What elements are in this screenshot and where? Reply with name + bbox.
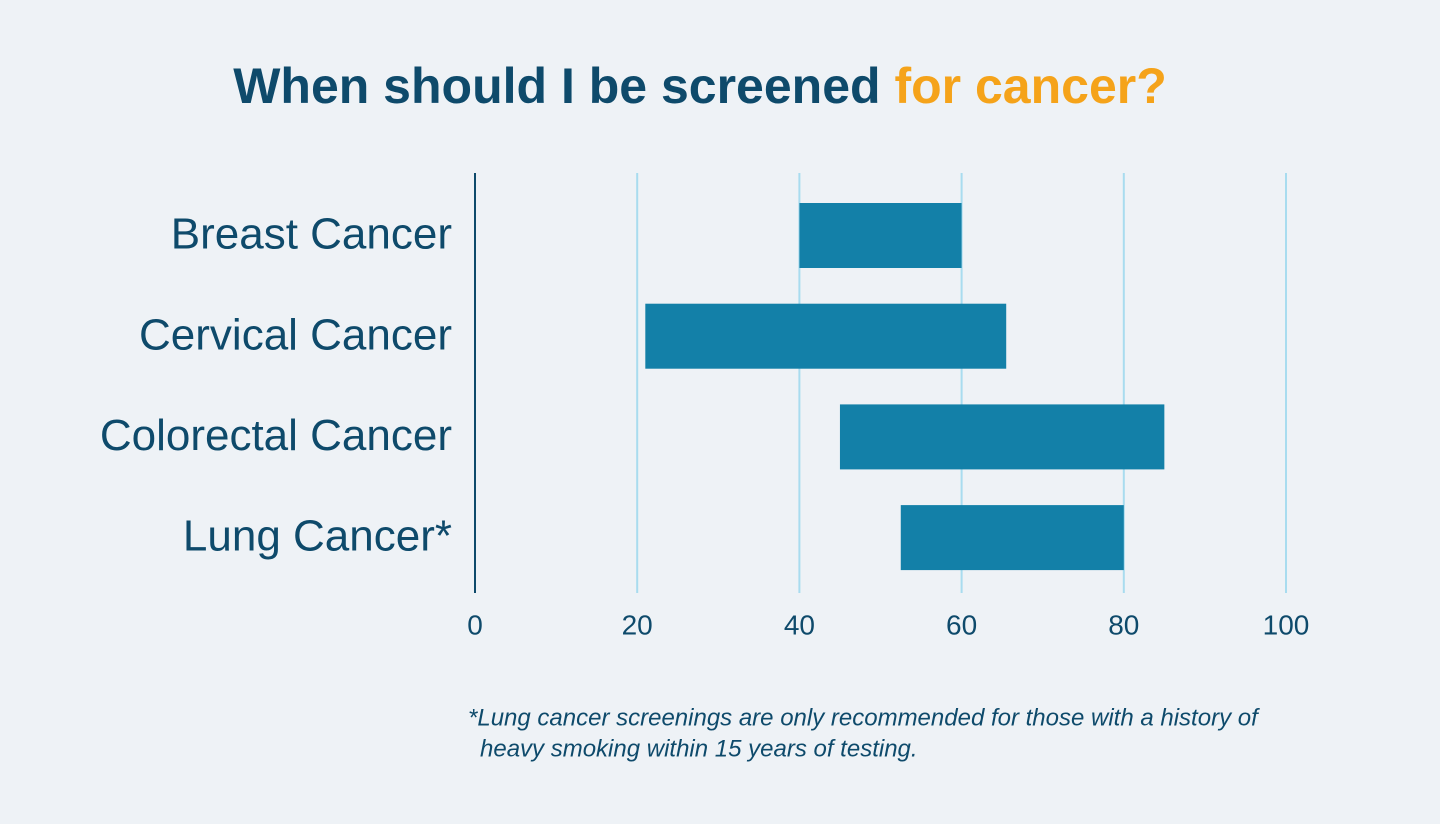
y-tick-label: Breast Cancer <box>171 210 452 259</box>
title-text: When should I be screened <box>233 58 880 114</box>
x-tick-label: 40 <box>784 609 815 640</box>
x-tick-label: 80 <box>1108 609 1139 640</box>
x-tick-label: 20 <box>622 609 653 640</box>
chart-title: When should I be screened for cancer? <box>233 58 1167 114</box>
y-tick-label: Cervical Cancer <box>139 310 452 359</box>
bar <box>839 404 1165 470</box>
bar <box>900 505 1124 571</box>
bar <box>645 303 1007 369</box>
y-tick-label: Colorectal Cancer <box>100 411 452 460</box>
x-tick-label: 0 <box>467 609 483 640</box>
footnote: heavy smoking within 15 years of testing… <box>480 735 918 762</box>
x-tick-label: 60 <box>946 609 977 640</box>
x-tick-label: 100 <box>1263 609 1310 640</box>
bar <box>799 203 962 268</box>
y-tick-label: Lung Cancer* <box>183 512 452 561</box>
title-highlight: for cancer? <box>894 58 1166 114</box>
footnote: *Lung cancer screenings are only recomme… <box>468 704 1260 731</box>
